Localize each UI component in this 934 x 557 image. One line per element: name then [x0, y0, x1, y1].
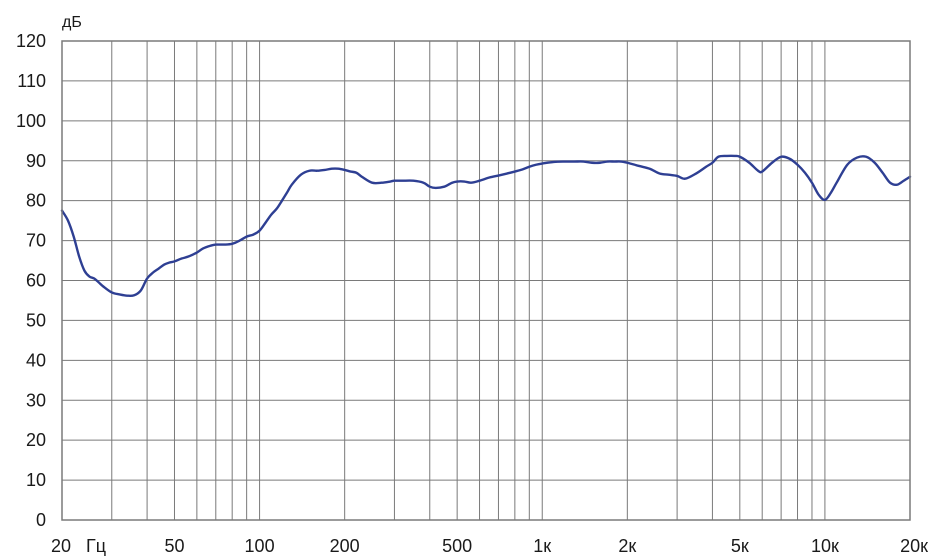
x-axis-ticks: 20 50 100 200 500 1к 2к 5к 10к 20к	[51, 536, 928, 556]
x-tick-label: 200	[330, 536, 360, 556]
x-tick-label: 20	[51, 536, 71, 556]
x-tick-label: 1к	[533, 536, 551, 556]
y-tick-label: 70	[26, 231, 46, 251]
x-tick-label: 500	[442, 536, 472, 556]
y-tick-label: 0	[36, 510, 46, 530]
y-tick-label: 50	[26, 310, 46, 330]
x-tick-label: 10к	[811, 536, 839, 556]
x-tick-label: 50	[164, 536, 184, 556]
y-tick-label: 10	[26, 470, 46, 490]
grid	[61, 40, 911, 521]
x-tick-label: 5к	[731, 536, 749, 556]
x-tick-label: 2к	[618, 536, 636, 556]
series-line-frequency-response	[60, 154, 912, 298]
y-tick-label: 20	[26, 430, 46, 450]
y-tick-label: 60	[26, 271, 46, 291]
x-axis-unit-label: Гц	[86, 536, 106, 556]
y-tick-label: 120	[16, 31, 46, 51]
y-axis-ticks: 0 10 20 30 40 50 60 70 80 90 100 110 120	[16, 31, 46, 530]
plot-frame	[61, 40, 911, 521]
y-tick-label: 30	[26, 390, 46, 410]
y-axis-unit-label: дБ	[62, 14, 82, 31]
y-tick-label: 110	[17, 71, 46, 91]
y-tick-label: 40	[26, 350, 46, 370]
y-tick-label: 90	[26, 151, 46, 171]
x-tick-label: 20к	[900, 536, 928, 556]
x-tick-label: 100	[245, 536, 275, 556]
y-tick-label: 100	[16, 111, 46, 131]
y-tick-label: 80	[26, 191, 46, 211]
